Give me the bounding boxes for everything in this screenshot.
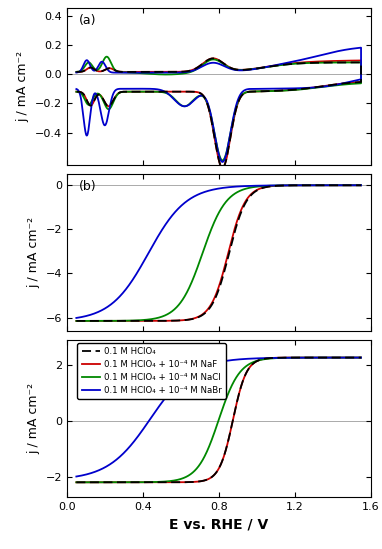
X-axis label: E vs. RHE / V: E vs. RHE / V xyxy=(169,517,268,531)
Y-axis label: j / mA cm⁻²: j / mA cm⁻² xyxy=(27,217,40,288)
Y-axis label: j / mA cm⁻²: j / mA cm⁻² xyxy=(16,51,29,122)
Text: (b): (b) xyxy=(79,180,97,193)
Text: (a): (a) xyxy=(79,14,97,27)
Text: (c): (c) xyxy=(79,346,96,359)
Y-axis label: j / mA cm⁻²: j / mA cm⁻² xyxy=(27,383,40,454)
Legend: 0.1 M HClO₄, 0.1 M HClO₄ + 10⁻⁴ M NaF, 0.1 M HClO₄ + 10⁻⁴ M NaCl, 0.1 M HClO₄ + : 0.1 M HClO₄, 0.1 M HClO₄ + 10⁻⁴ M NaF, 0… xyxy=(77,343,226,399)
